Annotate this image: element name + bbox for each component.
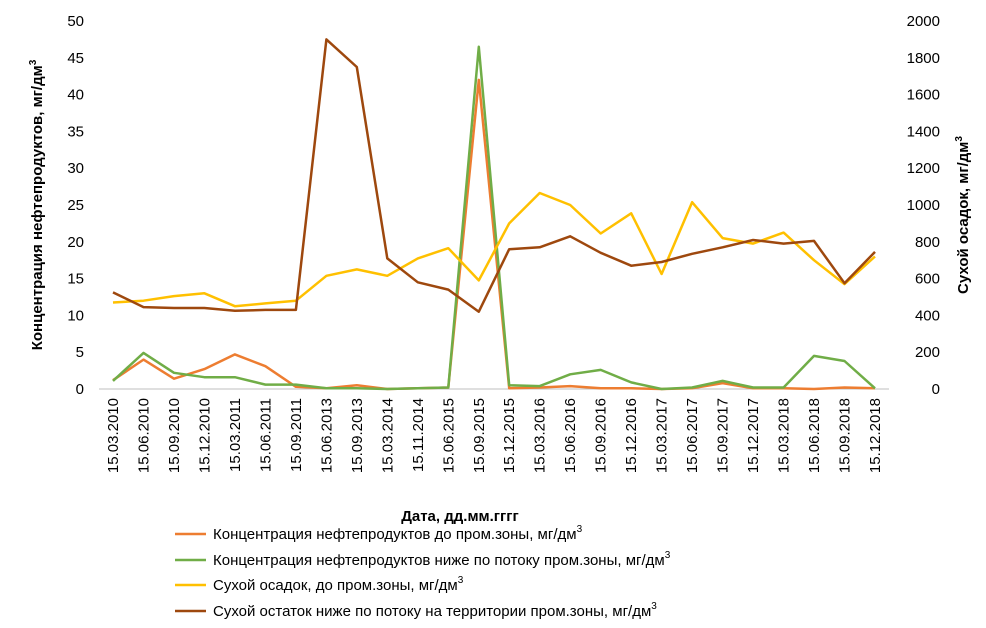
- y-axis-title-left-sup: 3: [28, 59, 39, 65]
- x-tick-label: 15.06.2011: [257, 398, 274, 472]
- series-line-1: [112, 78, 876, 391]
- x-tick-label: 15.12.2016: [623, 398, 640, 473]
- x-tick-label: 15.06.2015: [440, 398, 457, 473]
- y-tick-right-label: 0: [932, 381, 940, 398]
- legend: Концентрация нефтепродуктов до пром.зоны…: [175, 524, 671, 620]
- x-tick-label: 15.12.2018: [867, 398, 884, 473]
- x-tick-label: 15.09.2013: [349, 398, 366, 473]
- x-tick-label: 15.03.2011: [227, 398, 244, 472]
- x-tick-label: 15.03.2014: [379, 398, 396, 473]
- x-tick-label: 15.03.2010: [105, 398, 122, 473]
- x-tick-label: 15.12.2010: [196, 398, 213, 473]
- y-tick-right-label: 600: [915, 271, 940, 288]
- y-tick-left-label: 15: [67, 271, 84, 288]
- y-tick-right-label: 800: [915, 234, 940, 251]
- x-tick-label: 15.03.2017: [654, 398, 671, 473]
- x-tick-label: 15.09.2011: [288, 398, 305, 472]
- x-tick-label: 15.03.2016: [532, 398, 549, 473]
- y-tick-left-label: 5: [76, 344, 84, 361]
- y-tick-left-label: 25: [67, 197, 84, 214]
- y-tick-right-label: 1800: [907, 50, 940, 67]
- y-tick-right-label: 2000: [907, 13, 940, 30]
- x-tick-label: 15.12.2017: [745, 398, 762, 473]
- y-axis-right-ticks: 0 200 400 600 800 1000 1200 1400 1600 1800 2000: [907, 13, 940, 398]
- legend-label-2: Концентрация нефтепродуктов ниже по пото…: [213, 550, 671, 569]
- y-axis-title-left-text: Концентрация нефтепродуктов, мг/дм: [29, 65, 46, 350]
- x-tick-label: 15.06.2016: [562, 398, 579, 473]
- y-tick-right-label: 200: [915, 344, 940, 361]
- x-tick-label: 15.06.2010: [135, 398, 152, 473]
- y-tick-left-label: 30: [67, 160, 84, 177]
- x-tick-label: 15.09.2015: [471, 398, 488, 473]
- x-tick-label: 15.12.2015: [501, 398, 518, 473]
- series-line-2: [112, 45, 876, 391]
- y-tick-right-label: 400: [915, 307, 940, 324]
- y-axis-title-left: Концентрация нефтепродуктов, мг/дм3: [28, 59, 46, 350]
- series-group: [112, 38, 876, 391]
- x-axis-ticks: 15.03.2010 15.06.2010 15.09.2010 15.12.2010…: [105, 398, 884, 473]
- x-tick-label: 15.09.2018: [837, 398, 854, 473]
- y-tick-right-label: 1200: [907, 160, 940, 177]
- x-tick-label: 15.09.2010: [166, 398, 183, 473]
- y-axis-left-ticks: 0 5 10 15 20 25 30 35 40 45 50: [67, 13, 84, 398]
- y-axis-title-right-sup: 3: [954, 136, 965, 142]
- series-line-3: [112, 191, 876, 308]
- y-axis-title-right: Сухой осадок, мг/дм3: [954, 136, 972, 294]
- legend-label-3: Сухой осадок, до пром.зоны, мг/дм3: [213, 575, 464, 594]
- y-tick-left-label: 35: [67, 123, 84, 140]
- x-tick-label: 15.09.2016: [593, 398, 610, 473]
- x-tick-label: 15.06.2018: [806, 398, 823, 473]
- x-tick-label: 15.03.2018: [776, 398, 793, 473]
- x-tick-label: 15.06.2013: [318, 398, 335, 473]
- x-tick-label: 15.06.2017: [684, 398, 701, 473]
- x-tick-label: 15.09.2017: [715, 398, 732, 473]
- y-tick-left-label: 40: [67, 87, 84, 104]
- y-tick-left-label: 50: [67, 13, 84, 30]
- x-axis-title: Дата, дд.мм.гггг: [401, 508, 519, 525]
- y-tick-left-label: 0: [76, 381, 84, 398]
- y-axis-title-right-text: Сухой осадок, мг/дм: [955, 142, 972, 294]
- y-tick-right-label: 1000: [907, 197, 940, 214]
- y-tick-right-label: 1400: [907, 123, 940, 140]
- y-tick-right-label: 1600: [907, 87, 940, 104]
- legend-label-4: Сухой остаток ниже по потоку на территор…: [213, 601, 657, 620]
- legend-label-1: Концентрация нефтепродуктов до пром.зоны…: [213, 524, 583, 543]
- y-tick-left-label: 10: [67, 307, 84, 324]
- x-tick-label: 15.11.2014: [410, 398, 427, 472]
- series-line-4: [112, 38, 876, 313]
- y-tick-left-label: 45: [67, 50, 84, 67]
- y-tick-left-label: 20: [67, 234, 84, 251]
